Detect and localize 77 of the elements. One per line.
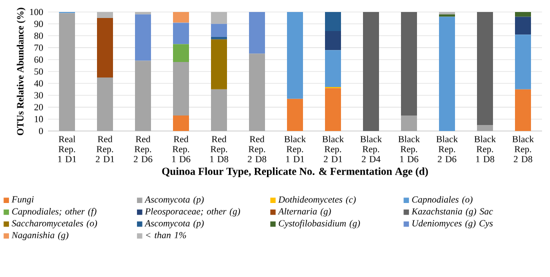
bar	[477, 125, 493, 131]
bar	[325, 50, 341, 87]
legend-label: Saccharomycetales (o)	[12, 220, 98, 228]
legend-label: Cystofilobasidium (g)	[278, 220, 360, 228]
y-tick-label: 50	[34, 68, 43, 75]
x-tick-label: Black Rep. 2 D8	[512, 136, 534, 162]
x-tick-label: Red Rep. 1 D6	[172, 136, 190, 162]
y-tick-label: 10	[34, 116, 43, 122]
x-axis-title: Quinoa Flour Type, Replicate No. & Fermentation Age (d)	[162, 167, 428, 178]
x-tick-label: Black Rep. 1 D1	[284, 136, 306, 162]
bar	[401, 12, 417, 116]
bar	[514, 34, 531, 90]
y-axis-title: OTUs Relative Abundance (%)	[16, 8, 26, 136]
bar	[135, 14, 152, 61]
x-tick-label: Red Rep. 2 D1	[96, 136, 114, 162]
bar	[249, 54, 265, 131]
bar	[401, 116, 417, 131]
x-tick-label: Red Rep. 2 D8	[248, 136, 266, 162]
bar	[325, 88, 341, 131]
y-tick-label: 70	[34, 44, 43, 51]
y-tick-label: 30	[34, 92, 43, 98]
bar	[363, 12, 379, 131]
y-tick-label: 0	[38, 128, 43, 134]
legend-label: Ascomycota (p)	[144, 196, 204, 205]
legend-label: < than 1%	[146, 232, 186, 238]
legend-label: Kazachstania (g) Sac	[412, 208, 493, 216]
bar	[135, 12, 152, 14]
legend-label: Dothideomycetes (c)	[278, 196, 356, 205]
x-tick-label: Black Rep. 2 D1	[322, 136, 344, 162]
bar	[439, 12, 455, 14]
x-tick-label: Black Rep. 1 D6	[398, 136, 420, 162]
bar	[287, 98, 303, 131]
legend-label: Pleosporaceae; other (g)	[144, 208, 240, 216]
x-tick-label: Black Rep. 2 D4	[360, 136, 382, 162]
legend-label: Udeniomyces (g) Cys	[412, 220, 493, 228]
legend-label: Fungi	[12, 196, 34, 204]
legend-label: Ascomycota (p)	[144, 220, 204, 228]
bar	[173, 12, 190, 23]
bar	[439, 14, 455, 17]
bar	[59, 13, 76, 131]
bar	[211, 24, 227, 37]
y-tick-label: 40	[34, 80, 43, 87]
bar	[97, 12, 114, 18]
bar	[211, 89, 227, 131]
x-tick-label: Red Rep. 2 D6	[134, 136, 152, 162]
bar	[325, 31, 341, 50]
x-tick-label: Red Rep. 1 D8	[210, 136, 228, 162]
bar	[211, 12, 227, 24]
bar	[514, 16, 531, 35]
bar	[477, 12, 493, 126]
x-tick-label: Black Rep. 2 D6	[436, 136, 458, 162]
y-tick-label: 90	[34, 20, 43, 28]
y-tick-label: 60	[34, 56, 43, 63]
bar	[173, 22, 190, 44]
legend-label: Capnodiales (o)	[412, 196, 473, 205]
bar	[173, 62, 190, 116]
bar	[173, 116, 190, 131]
bar	[135, 60, 152, 131]
x-tick-label: Black Rep. 1 D8	[474, 136, 496, 162]
bar	[97, 77, 114, 131]
y-tick-label: 80	[34, 32, 43, 39]
bar	[514, 12, 531, 17]
x-tick-label: Real Rep. 1 D1	[58, 136, 76, 162]
legend-label: Capnodiales; other (f)	[12, 208, 96, 216]
bar	[211, 36, 227, 40]
bar	[173, 44, 190, 62]
bar	[97, 18, 114, 78]
bar	[514, 89, 531, 131]
y-tick-label: 100	[30, 8, 43, 16]
legend-label: Naganishia (g)	[12, 232, 68, 240]
bar	[325, 12, 341, 32]
y-tick-label: 20	[34, 104, 43, 110]
legend-label: Alternaria (g)	[278, 208, 331, 216]
bar	[287, 12, 303, 99]
bar	[211, 39, 227, 90]
bar	[249, 12, 265, 54]
bar	[439, 16, 455, 131]
